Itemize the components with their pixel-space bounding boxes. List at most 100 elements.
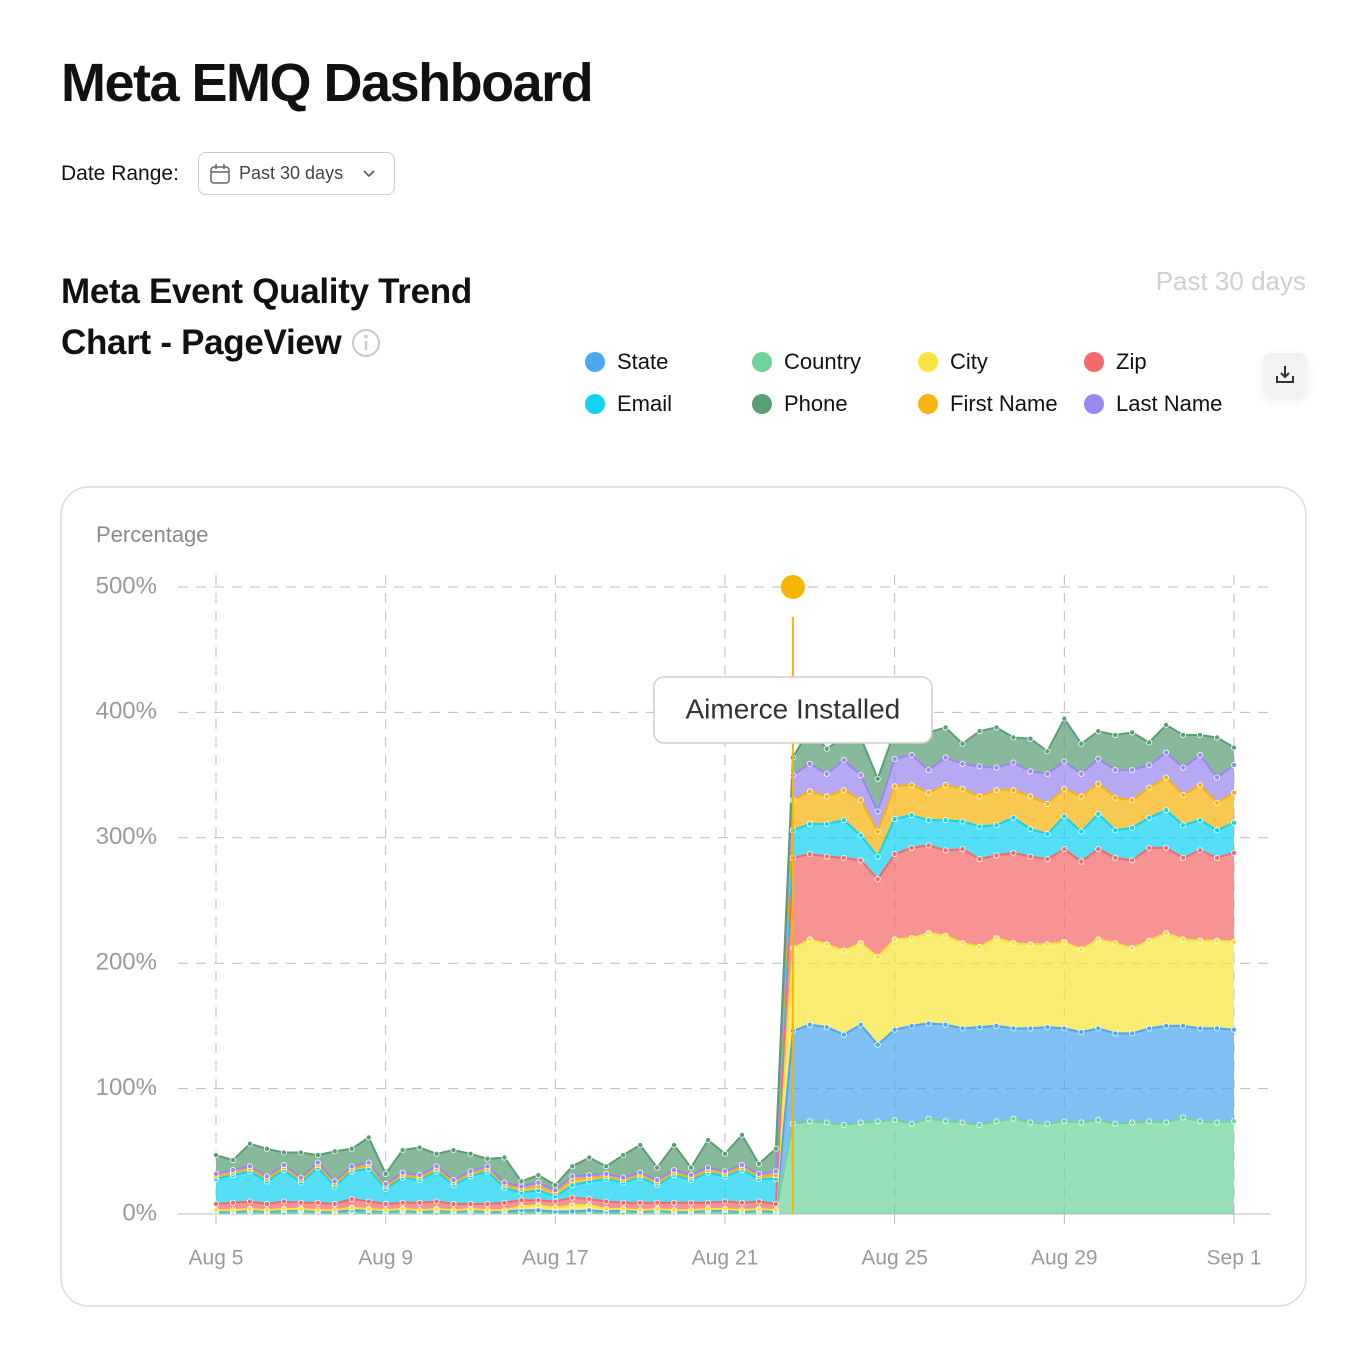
chart-title: Meta Event Quality Trend Chart - PageVie…	[61, 272, 472, 362]
data-point	[1129, 945, 1136, 952]
data-point	[959, 818, 966, 825]
data-point	[1010, 759, 1017, 766]
data-point	[891, 815, 898, 822]
data-point	[772, 1200, 779, 1207]
data-point	[637, 1142, 644, 1149]
areas	[212, 715, 1238, 1216]
data-point	[1129, 797, 1136, 804]
legend-item[interactable]: Email	[585, 390, 672, 418]
data-point	[976, 1024, 983, 1031]
x-tick-label: Aug 17	[522, 1247, 589, 1270]
data-point	[823, 853, 830, 860]
y-axis-label: Percentage	[96, 522, 209, 547]
data-point	[959, 760, 966, 767]
info-icon[interactable]	[351, 328, 381, 358]
data-point	[365, 1159, 372, 1166]
data-point	[840, 787, 847, 794]
data-point	[1095, 755, 1102, 762]
data-point	[1027, 941, 1034, 948]
data-point	[908, 782, 915, 789]
y-tick-label: 0%	[122, 1199, 157, 1226]
data-point	[603, 1163, 610, 1170]
data-point	[908, 752, 915, 759]
x-tick-label: Aug 25	[861, 1247, 928, 1270]
data-point	[1129, 1030, 1136, 1037]
data-point	[671, 1199, 678, 1206]
data-point	[1112, 827, 1119, 834]
data-point	[891, 851, 898, 858]
data-point	[857, 1021, 864, 1028]
data-point	[1095, 846, 1102, 853]
date-range-dropdown[interactable]: Past 30 days	[198, 152, 395, 195]
data-point	[1095, 1025, 1102, 1032]
data-point	[722, 1198, 729, 1205]
legend-item[interactable]: Zip	[1084, 348, 1147, 376]
data-point	[1214, 1025, 1221, 1032]
data-point	[1163, 930, 1170, 937]
data-point	[891, 936, 898, 943]
data-point	[1180, 1022, 1187, 1029]
data-point	[772, 1168, 779, 1175]
page-title: Meta EMQ Dashboard	[61, 53, 594, 113]
data-point	[1214, 827, 1221, 834]
data-point	[908, 844, 915, 851]
data-point	[1180, 936, 1187, 943]
data-point	[1078, 1029, 1085, 1036]
data-point	[1129, 729, 1136, 736]
data-point	[688, 1199, 695, 1206]
data-point	[348, 1195, 355, 1202]
data-point	[467, 1150, 474, 1157]
data-point	[1197, 752, 1204, 759]
legend-item[interactable]: Phone	[752, 390, 848, 418]
data-point	[755, 1170, 762, 1177]
data-point	[1061, 1025, 1068, 1032]
download-button[interactable]	[1263, 353, 1307, 397]
data-point	[908, 1022, 915, 1029]
legend-item[interactable]: City	[918, 348, 988, 376]
area	[216, 752, 1234, 1193]
data-point	[976, 763, 983, 770]
data-point	[535, 1179, 542, 1186]
data-point	[976, 1121, 983, 1128]
data-point	[552, 1187, 559, 1194]
data-point	[1163, 721, 1170, 728]
data-point	[246, 1198, 253, 1205]
legend-item[interactable]: State	[585, 348, 668, 376]
data-point	[1010, 734, 1017, 741]
data-point	[246, 1205, 253, 1212]
data-point	[1146, 844, 1153, 851]
data-point	[993, 1022, 1000, 1029]
data-point	[840, 1031, 847, 1038]
data-point	[1095, 780, 1102, 787]
data-point	[671, 1167, 678, 1174]
x-tick-label: Aug 21	[692, 1247, 759, 1270]
data-point	[637, 1199, 644, 1206]
data-point	[1163, 749, 1170, 756]
data-point	[212, 1207, 219, 1214]
data-point	[637, 1207, 644, 1214]
data-point	[806, 760, 813, 767]
legend-item[interactable]: Last Name	[1084, 390, 1222, 418]
data-point	[722, 1205, 729, 1212]
data-point	[993, 935, 1000, 942]
data-point	[212, 1152, 219, 1159]
data-point	[688, 1164, 695, 1171]
area	[216, 777, 1234, 1197]
data-point	[246, 1163, 253, 1170]
data-point	[1044, 1120, 1051, 1127]
data-point	[959, 785, 966, 792]
legend-item[interactable]: First Name	[918, 390, 1058, 418]
data-point	[908, 935, 915, 942]
data-point	[1010, 1025, 1017, 1032]
data-point	[1180, 792, 1187, 799]
data-point	[1044, 831, 1051, 838]
data-point	[484, 1155, 491, 1162]
legend-swatch	[752, 352, 772, 372]
data-point	[840, 854, 847, 861]
data-point	[993, 764, 1000, 771]
data-point	[586, 1207, 593, 1214]
data-point	[518, 1178, 525, 1185]
legend-item[interactable]: Country	[752, 348, 861, 376]
data-point	[806, 936, 813, 943]
area	[216, 1117, 1234, 1214]
